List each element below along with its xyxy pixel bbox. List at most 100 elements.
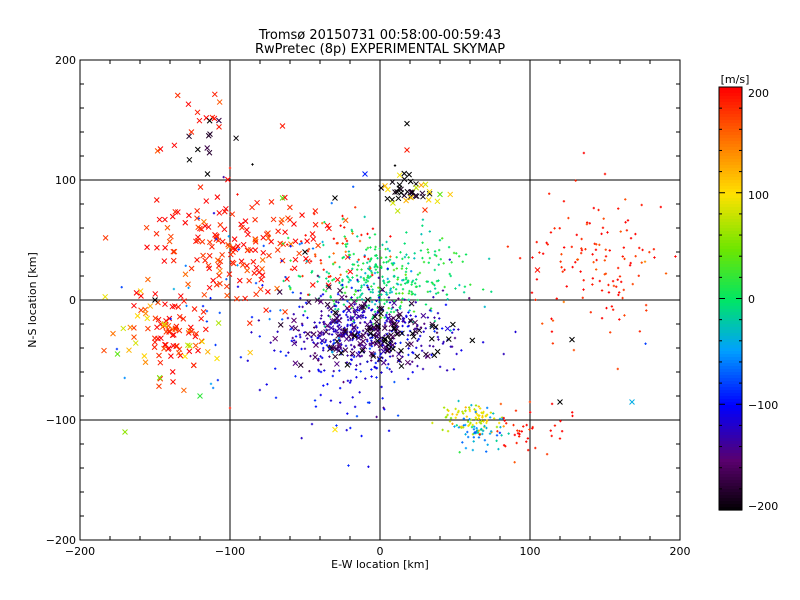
data-point-dot — [458, 283, 461, 287]
data-point-dot — [342, 255, 346, 259]
data-point-cross — [257, 286, 264, 293]
cross-stroke — [249, 204, 255, 211]
data-point-cross — [291, 340, 298, 347]
data-point-cross — [385, 315, 391, 322]
data-point-cross — [428, 335, 435, 342]
data-point-cross — [224, 292, 231, 299]
data-point-dot — [357, 258, 360, 261]
cross-stroke — [101, 347, 107, 354]
cross-stroke — [186, 327, 193, 334]
data-point-cross — [242, 218, 249, 224]
data-point-cross — [373, 341, 380, 347]
data-point-cross — [236, 277, 243, 284]
data-point-cross — [211, 91, 218, 98]
data-point-dot — [414, 301, 417, 304]
data-point-dot — [349, 379, 353, 382]
data-point-dot — [299, 291, 303, 295]
data-point-cross — [274, 285, 280, 292]
data-point-cross — [399, 330, 405, 337]
cross-stroke — [239, 224, 245, 231]
data-point-dot — [571, 411, 574, 414]
cross-stroke — [221, 226, 228, 233]
data-point-cross — [310, 331, 317, 338]
cross-stroke — [413, 184, 420, 191]
data-point-dot — [468, 418, 471, 421]
data-point-dot — [375, 299, 378, 302]
cross-stroke — [166, 315, 173, 322]
data-point-cross — [444, 325, 451, 332]
cross-stroke — [253, 264, 260, 271]
data-point-dot — [404, 282, 407, 285]
cross-stroke — [356, 313, 362, 320]
data-point-cross — [201, 291, 208, 298]
data-point-dot — [464, 446, 468, 450]
data-point-dot — [594, 268, 598, 271]
data-point-dot — [458, 451, 461, 454]
data-point-dot — [607, 291, 611, 294]
data-point-dot — [382, 279, 385, 282]
cross-stroke — [131, 302, 137, 309]
data-point-dot — [516, 429, 519, 432]
data-point-cross — [377, 342, 384, 349]
cross-stroke — [234, 295, 240, 302]
data-point-dot — [346, 379, 350, 383]
data-point-dot — [603, 259, 606, 262]
data-point-dot — [366, 276, 369, 279]
data-point-dot — [323, 369, 326, 372]
data-point-cross — [188, 265, 195, 272]
data-point-cross — [292, 360, 299, 367]
data-point-dot — [489, 411, 493, 414]
data-point-cross — [245, 247, 251, 253]
data-point-cross — [342, 217, 349, 224]
data-points — [101, 91, 677, 468]
cross-stroke — [133, 290, 140, 296]
data-point-dot — [535, 278, 539, 281]
data-point-dot — [449, 416, 453, 420]
data-point-cross — [216, 124, 222, 130]
data-point-cross — [291, 265, 298, 272]
data-point-dot — [591, 283, 594, 286]
data-point-dot — [345, 239, 349, 243]
data-point-dot — [301, 305, 304, 309]
data-point-dot — [346, 412, 349, 415]
data-point-cross — [279, 216, 285, 223]
data-point-cross — [373, 333, 380, 339]
data-point-dot — [267, 234, 271, 238]
data-point-dot — [445, 369, 449, 372]
data-point-dot — [644, 303, 648, 307]
cross-stroke — [173, 323, 180, 330]
data-point-cross — [419, 190, 426, 197]
data-point-cross — [265, 230, 271, 236]
data-point-cross — [195, 237, 201, 244]
data-point-dot — [598, 279, 601, 283]
data-point-dot — [333, 261, 337, 264]
data-point-dot — [440, 327, 444, 330]
data-point-cross — [265, 288, 271, 295]
data-point-dot — [289, 287, 292, 291]
data-point-dot — [337, 301, 340, 304]
cross-stroke — [171, 248, 178, 255]
data-point-dot — [486, 443, 489, 446]
data-point-cross — [206, 265, 213, 272]
data-point-dot — [522, 425, 525, 428]
data-point-dot — [290, 339, 293, 343]
data-point-dot — [357, 264, 360, 267]
data-point-dot — [306, 250, 310, 253]
cross-stroke — [336, 342, 343, 348]
data-point-dot — [353, 321, 356, 324]
data-point-cross — [166, 329, 173, 335]
data-point-dot — [382, 261, 385, 264]
chart-subtitle: RwPretec (8p) EXPERIMENTAL SKYMAP — [255, 42, 505, 57]
data-point-cross — [169, 213, 176, 220]
data-point-dot — [579, 251, 583, 255]
data-point-dot — [551, 319, 555, 322]
data-point-dot — [412, 351, 415, 355]
data-point-cross — [161, 258, 168, 264]
data-point-dot — [433, 268, 436, 272]
data-point-cross — [396, 357, 403, 363]
cross-stroke — [342, 330, 349, 337]
data-point-dot — [470, 425, 474, 429]
data-point-dot — [489, 430, 493, 433]
data-point-cross — [382, 183, 388, 189]
data-point-cross — [153, 197, 160, 203]
